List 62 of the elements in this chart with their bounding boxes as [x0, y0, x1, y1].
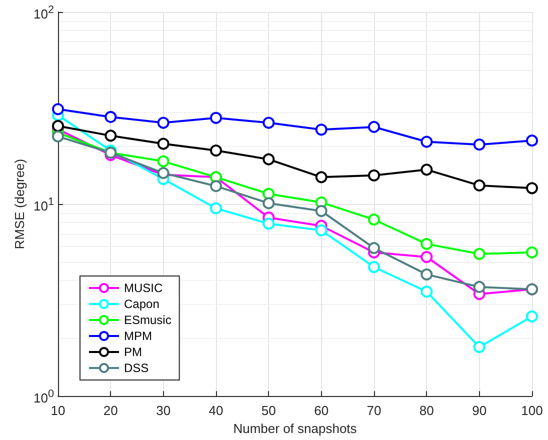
point	[210, 202, 222, 214]
point	[315, 224, 328, 236]
point	[210, 112, 222, 124]
point	[52, 103, 64, 116]
point	[420, 286, 433, 298]
point	[262, 218, 275, 230]
point	[262, 197, 275, 210]
x-tick-label: 100	[521, 403, 543, 418]
point	[315, 205, 328, 217]
point	[52, 130, 64, 142]
point	[420, 238, 433, 250]
x-tick-label: 10	[50, 403, 66, 418]
point	[473, 248, 486, 260]
y-axis-title: RMSE (degree)	[12, 158, 27, 250]
point	[157, 155, 170, 168]
point	[210, 144, 222, 157]
point	[420, 164, 433, 176]
point	[157, 138, 170, 150]
legend-label: MPM	[124, 329, 152, 343]
point	[104, 110, 117, 123]
point	[368, 169, 380, 182]
point	[368, 214, 380, 226]
x-tick-label: 20	[103, 403, 118, 418]
x-tick-label: 60	[314, 403, 329, 418]
point	[473, 179, 486, 192]
x-tick-label: 40	[208, 403, 224, 418]
point	[368, 242, 380, 254]
point	[157, 116, 170, 129]
point	[526, 246, 538, 258]
point	[526, 182, 538, 194]
point	[420, 251, 433, 263]
point	[52, 120, 64, 132]
legend-label: PM	[124, 345, 142, 359]
point	[473, 341, 486, 354]
point	[473, 138, 486, 151]
point	[262, 116, 275, 129]
legend-label: ESmusic	[124, 313, 172, 327]
point	[315, 171, 328, 184]
x-tick-label: 70	[366, 403, 382, 418]
point	[368, 261, 380, 274]
point	[368, 120, 380, 133]
legend-label: DSS	[124, 361, 149, 375]
point	[104, 130, 117, 142]
y-tick-label: 10$^{0}$	[34, 388, 54, 406]
x-tick-label: 50	[261, 403, 276, 418]
legend-label: MUSIC	[124, 281, 163, 295]
point	[526, 310, 538, 322]
point	[315, 124, 328, 136]
y-tick-label: 10$^{1}$	[34, 196, 54, 214]
x-tick-label: 30	[156, 403, 171, 418]
y-tick-label: 10$^{2}$	[34, 4, 54, 22]
point	[262, 188, 275, 200]
point	[473, 280, 486, 293]
x-tick-label: 90	[472, 403, 487, 418]
point	[210, 180, 222, 192]
point	[420, 136, 433, 148]
x-axis-title: Number of snapshots	[233, 421, 358, 436]
point	[526, 134, 538, 147]
point	[420, 268, 433, 280]
x-tick-label: 80	[419, 403, 434, 418]
point	[262, 153, 275, 166]
legend-label: Capon	[124, 297, 160, 311]
